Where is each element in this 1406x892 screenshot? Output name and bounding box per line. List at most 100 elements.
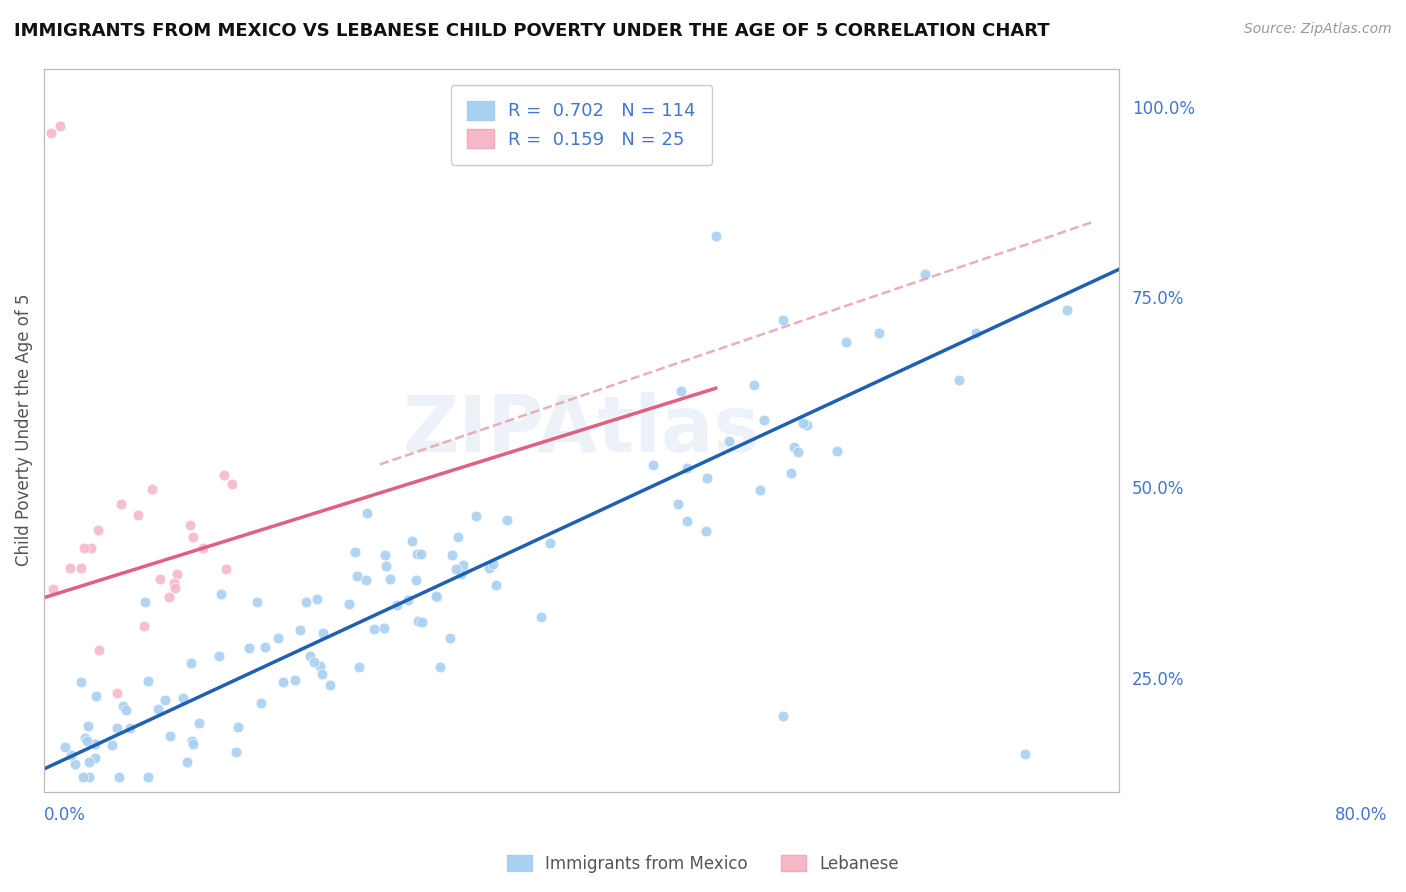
Point [444,561,467,575]
Point [73,541,96,555]
Point [49,119,72,133]
Point [965,326,987,340]
Point [179,518,201,533]
Point [948,373,970,387]
Point [447,530,470,544]
Point [215,562,238,576]
Point [641,458,664,472]
Point [191,541,214,555]
Point [346,569,368,583]
Point [155,693,177,707]
Point [374,558,396,573]
Text: IMMIGRANTS FROM MEXICO VS LEBANESE CHILD POVERTY UNDER THE AGE OF 5 CORRELATION : IMMIGRANTS FROM MEXICO VS LEBANESE CHILD… [14,22,1050,40]
Point [825,443,848,458]
Point [409,547,432,561]
Point [127,508,149,523]
Point [80,541,103,556]
Text: 80.0%: 80.0% [1334,806,1388,824]
Point [107,770,129,784]
Point [253,640,276,654]
Point [166,567,188,582]
Point [159,729,181,743]
Point [69,561,91,575]
Point [772,708,794,723]
Point [1014,747,1036,761]
Point [451,564,474,578]
Point [246,595,269,609]
Point [478,561,501,575]
Point [212,467,235,482]
Point [676,514,699,528]
Point [344,545,367,559]
Point [676,461,699,475]
Point [411,615,433,629]
Point [134,595,156,609]
Point [146,702,169,716]
Point [464,509,486,524]
Point [105,686,128,700]
Y-axis label: Child Poverty Under the Age of 5: Child Poverty Under the Age of 5 [15,293,32,566]
Point [59,747,82,762]
Text: Source: ZipAtlas.com: Source: ZipAtlas.com [1244,22,1392,37]
Point [796,417,818,432]
Point [374,548,396,562]
Point [115,702,138,716]
Point [120,721,142,735]
Point [671,384,693,398]
Point [288,624,311,638]
Point [180,656,202,670]
Point [163,575,186,590]
Point [76,734,98,748]
Point [209,587,232,601]
Point [441,548,464,562]
Point [100,738,122,752]
Point [405,573,427,587]
Point [1056,302,1078,317]
Point [451,558,474,573]
Point [41,582,63,596]
Point [792,416,814,430]
Point [704,229,727,244]
Point [87,642,110,657]
Text: ZIPAtlas: ZIPAtlas [402,392,761,468]
Point [337,597,360,611]
Point [238,641,260,656]
Legend: Immigrants from Mexico, Lebanese: Immigrants from Mexico, Lebanese [501,848,905,880]
Point [53,739,76,754]
Point [373,621,395,635]
Point [450,567,472,582]
Point [112,699,135,714]
Point [305,592,328,607]
Point [356,506,378,520]
Point [312,626,335,640]
Point [157,590,180,604]
Point [401,534,423,549]
Point [172,691,194,706]
Point [319,677,342,691]
Point [105,721,128,735]
Point [396,593,419,607]
Point [538,536,561,550]
Point [425,590,447,604]
Point [347,660,370,674]
Point [302,655,325,669]
Point [136,770,159,784]
Point [868,326,890,340]
Point [496,513,519,527]
Point [530,610,553,624]
Point [914,267,936,281]
Point [65,756,87,771]
Point [439,631,461,645]
Point [84,689,107,703]
Point [208,649,231,664]
Point [58,561,80,575]
Point [228,720,250,734]
Point [181,734,204,748]
Point [39,126,62,140]
Text: 0.0%: 0.0% [44,806,86,824]
Point [695,524,717,538]
Point [188,716,211,731]
Point [110,497,132,511]
Point [176,755,198,769]
Point [311,667,333,681]
